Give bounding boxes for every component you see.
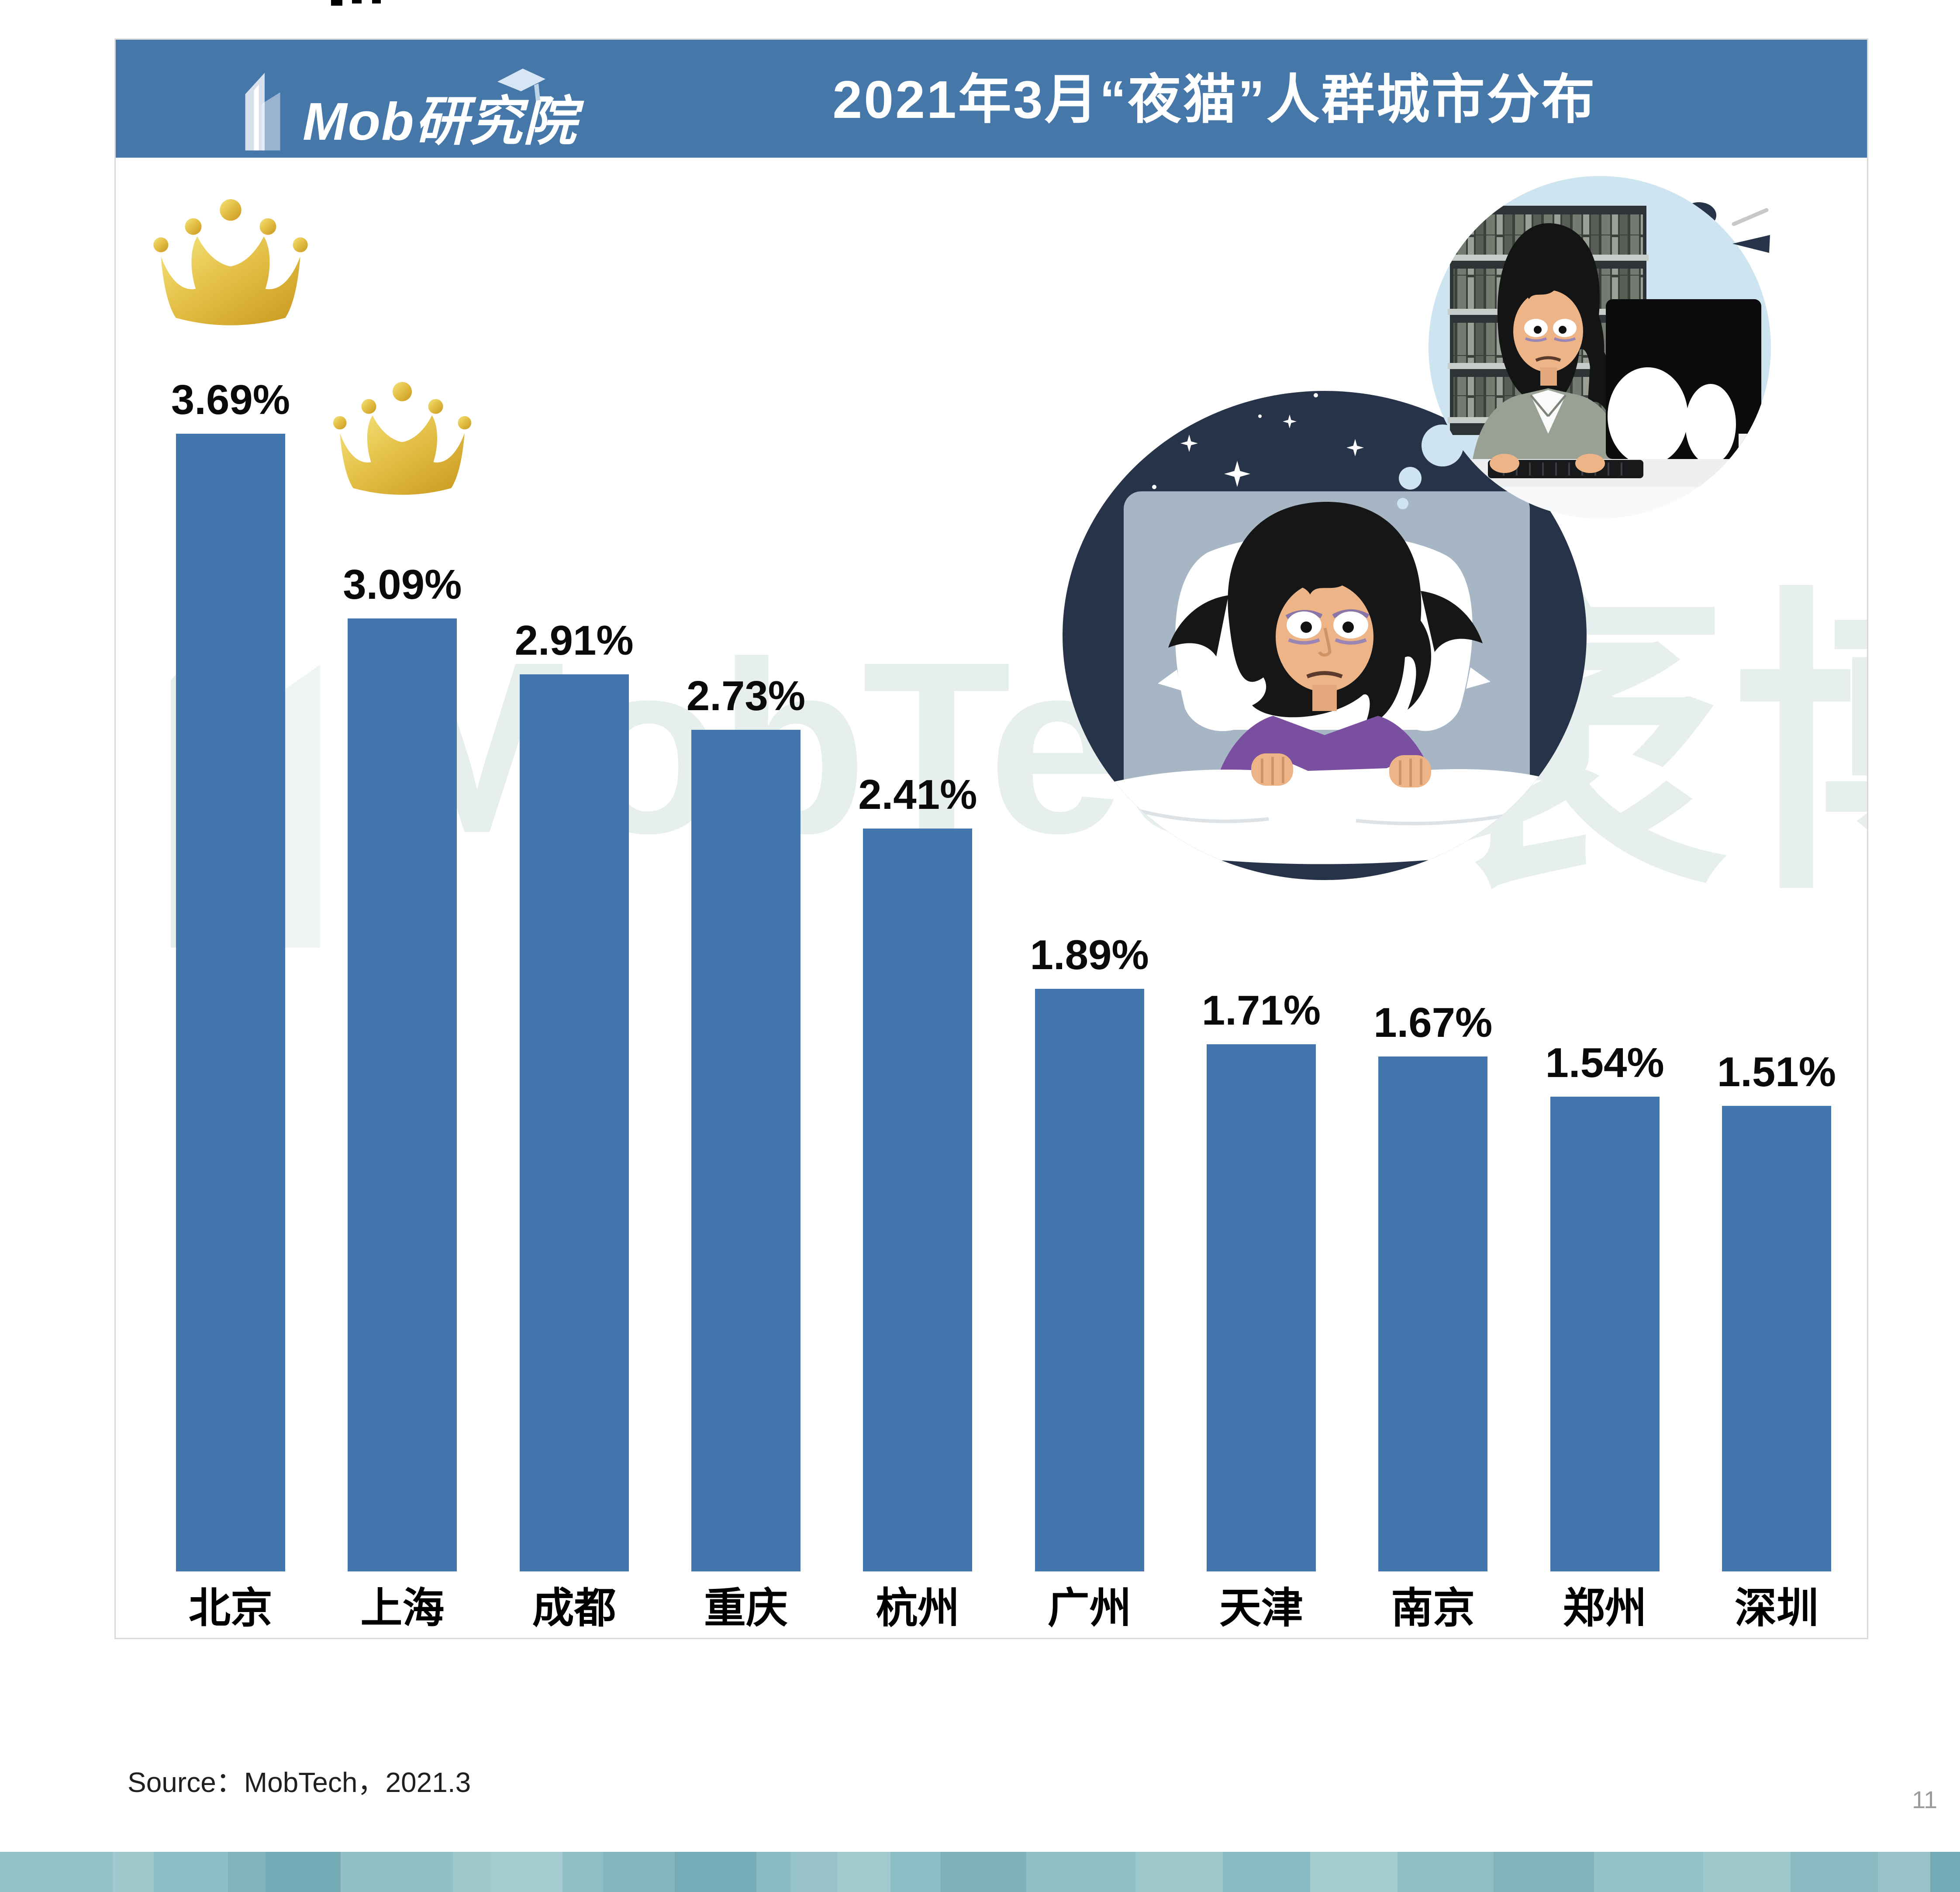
page-title: 2021年3月“夜猫”人群城市分布 [832,70,1597,129]
footer-strip [0,1852,1960,1892]
cropped-text-fragment [352,0,362,3]
bar-city-label: 天津 [1219,1585,1303,1632]
bar [1035,989,1144,1571]
woman-in-bed-scene [1063,393,1587,864]
insomnia-illustration [1063,176,1771,880]
blanket [1063,760,1587,864]
bar-column: 1.89% 广州 [1030,933,1149,1637]
bar-column: 1.54% 郑州 [1546,1041,1664,1637]
bar-column: 1.67% 南京 [1373,1001,1492,1637]
building-icon [245,73,280,151]
bar-value-label: 1.89% [1030,932,1149,979]
bar-city-label: 南京 [1391,1585,1475,1632]
bar-column: 3.09% 上海 [343,563,462,1637]
bar [1722,1106,1831,1571]
bar-value-label: 1.54% [1545,1039,1664,1087]
bar-value-label: 2.41% [858,771,977,818]
working-late-scene [1432,206,1771,518]
bar-value-label: 1.67% [1373,999,1493,1046]
bar-city-label: 上海 [360,1585,445,1632]
bar-value-label: 1.71% [1201,987,1321,1034]
bar-city-label: 杭州 [876,1585,960,1632]
bar-city-label: 成都 [532,1585,616,1632]
bar-column: 1.71% 天津 [1202,988,1321,1637]
bar-value-label: 2.73% [686,673,806,720]
bar-value-label: 2.91% [514,617,634,664]
bar-column: 2.91% 成都 [515,618,634,1637]
bar [691,730,801,1571]
cropped-text-fragment [331,0,342,6]
bar [1206,1044,1316,1571]
frown-mouth [1306,671,1343,679]
chart-card: MobTech 袤博 [114,38,1868,1639]
bar-city-label: 广州 [1047,1585,1132,1632]
crown-icon-rank2 [333,382,472,495]
crown-icon-rank1 [153,199,308,325]
source-note: Source：MobTech，2021.3 [128,1767,471,1798]
bar-column: 2.41% 杭州 [858,773,977,1637]
woman-face [1276,582,1373,692]
bar-value-label: 1.51% [1717,1049,1836,1096]
dark-triangle-icon [1732,235,1770,253]
bar-value-label: 3.69% [171,376,290,424]
cropped-text-fragment [372,0,381,3]
bar-column: 2.73% 重庆 [687,674,805,1637]
night-stars-icon [1152,393,1364,489]
graduation-cap-icon [497,69,545,101]
bar [176,434,285,1571]
bar-city-label: 深圳 [1734,1585,1819,1632]
logo-text: Mob研究院 [303,92,577,151]
bar [348,618,457,1571]
bar-value-label: 3.09% [343,561,462,608]
bar-city-label: 郑州 [1563,1585,1647,1632]
bar-chart: 3.69% 北京 3.09% 上海 2.91% 成都 2.73% 重庆 2.41% 杭州 1.89%… [171,345,1836,1637]
bar-column: 3.69% 北京 [171,378,290,1637]
bar [1378,1056,1488,1571]
bar-city-label: 重庆 [704,1585,788,1632]
header-band: Mob研究院 2021年3月“夜猫”人群城市分布 [116,40,1867,158]
motion-slash-icon [1732,208,1769,226]
bar [519,674,629,1571]
bar [863,829,973,1571]
bar [1550,1097,1660,1571]
mob-research-logo: Mob研究院 [235,62,577,152]
bar-city-label: 北京 [189,1585,273,1632]
page-number: 11 [1912,1786,1938,1813]
bar-column: 1.51% 深圳 [1717,1050,1836,1637]
